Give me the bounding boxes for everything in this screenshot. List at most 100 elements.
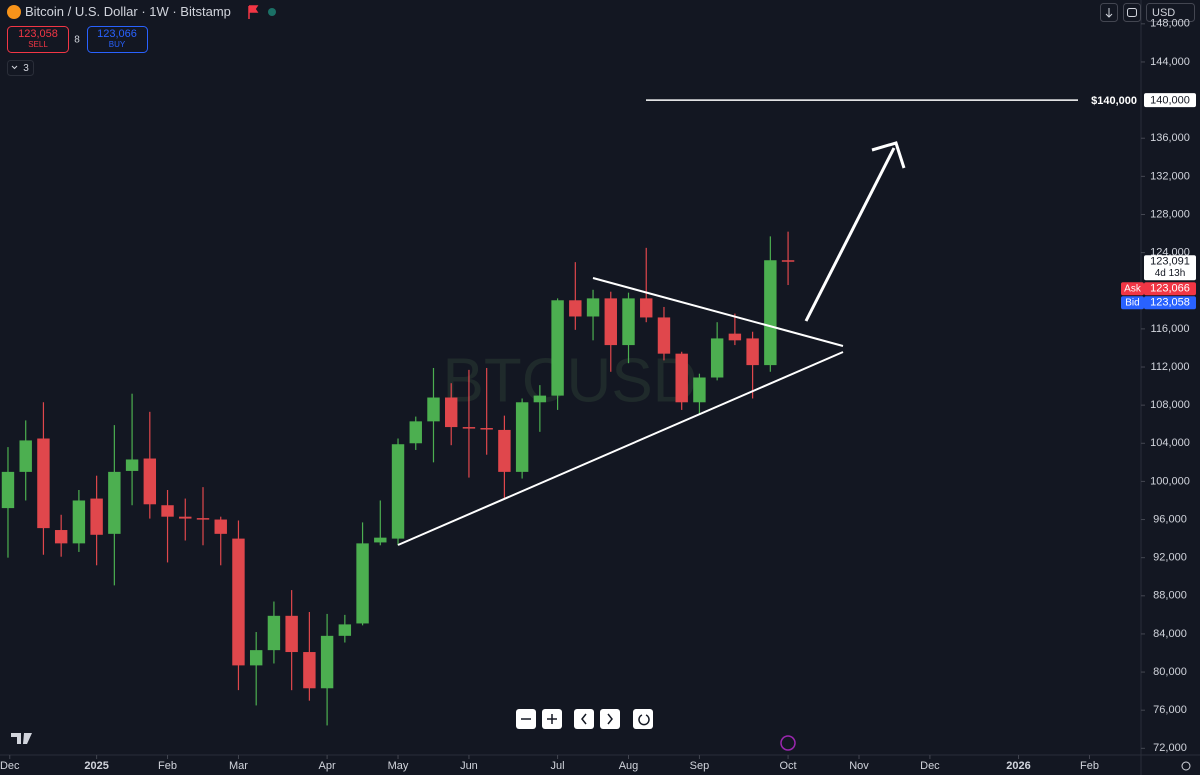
candle-body [498,429,511,472]
candle-body [586,298,600,317]
candle-body [781,260,795,262]
candle-body [143,458,157,505]
candle-body [551,300,564,396]
x-tick-label: Aug [619,760,639,772]
y-tick-label: 84,000 [1153,628,1187,640]
candle-body [1,471,15,509]
x-tick-label: Feb [1080,760,1099,772]
x-tick-label: 2026 [1006,760,1030,772]
y-tick-label: 92,000 [1153,552,1187,564]
scroll-right-button[interactable] [600,709,620,729]
countdown: 4d 13h [1155,268,1186,279]
x-tick-label: Oct [780,760,797,772]
fullscreen-button[interactable] [1123,3,1141,22]
x-tick-label: Nov [849,760,869,772]
candle-body [356,543,369,624]
x-tick-label: 2025 [84,760,108,772]
reset-icon [638,714,650,726]
ask-label: Ask [1124,283,1142,294]
bid-price: 123,058 [1150,297,1190,309]
y-tick-label: 100,000 [1150,475,1190,487]
ask-price-box [1144,282,1196,296]
candle-body [710,338,724,378]
left-icon [581,713,587,725]
currency-button[interactable] [1146,3,1195,22]
candle-body [214,519,227,534]
candles [1,231,795,726]
candle-body [303,652,316,689]
candle-body [232,538,245,666]
status-dot [268,8,276,16]
y-tick-label: 124,000 [1150,247,1190,259]
y-tick-label: 96,000 [1153,513,1187,525]
buy-price: 123,066 [97,28,137,40]
candle-body [640,298,653,318]
watermark: BTCUSD [443,346,698,415]
symbol-title: Bitcoin / U.S. Dollar · 1W · Bitstamp [25,4,231,19]
candle-body [320,635,334,689]
candle-body [374,537,387,543]
arrow-head [871,141,906,169]
chevron-icon [11,65,18,70]
event-icon[interactable] [780,735,796,751]
arrow-shaft [804,147,896,322]
indicators-toggle[interactable] [7,60,34,76]
candle-body [125,459,139,471]
sell-button[interactable] [7,26,69,53]
candle-body [657,317,671,354]
buy-label: BUY [109,40,126,49]
price-level-tag-label: 140,000 [1150,95,1190,107]
bid-label: Bid [1125,297,1139,308]
y-tick-label: 144,000 [1150,56,1190,68]
y-tick-label: 136,000 [1150,132,1190,144]
scroll-left-button[interactable] [574,709,594,729]
candle-body [409,421,422,444]
ask-label-box [1121,282,1144,296]
candle-body [445,397,458,428]
candle-body [693,377,706,403]
buy-button[interactable] [87,26,148,53]
y-tick-label: 72,000 [1153,742,1187,754]
settings-icon[interactable] [1181,761,1191,771]
x-tick-label: Mar [229,760,248,772]
x-tick-label: Dec [920,760,940,772]
x-tick-label: Sep [690,760,710,772]
candle-body [427,397,440,422]
y-tick-label: 104,000 [1150,437,1190,449]
download-icon [1105,8,1113,18]
candle-body [72,500,86,544]
x-tick-label: Dec [0,760,20,772]
y-tick-label: 132,000 [1150,170,1190,182]
candle-body [462,427,476,429]
candle-body [285,615,298,653]
candle-body [108,471,121,534]
trend-line-lower [397,351,844,546]
candle-body [515,402,529,472]
indicators-count: 3 [23,63,29,74]
candle-body [622,298,635,346]
candle-body [161,505,174,517]
flag-icon[interactable] [248,5,259,19]
trend-line-upper [592,277,844,347]
candle-body [533,395,547,403]
last-price-tag [1144,255,1196,281]
candle-body [196,518,210,520]
fullscreen-icon [1127,8,1137,17]
price-level-tag [1144,93,1196,108]
candle-body [675,353,688,403]
candle-body [391,444,405,539]
y-tick-label: 112,000 [1151,361,1190,373]
x-tick-label: Jun [460,760,478,772]
sell-price: 123,058 [18,28,58,40]
y-tick-label: 148,000 [1150,18,1190,30]
last-price: 123,091 [1150,256,1190,268]
candle-body [179,516,192,519]
candle-body [37,438,50,529]
y-tick-label: 88,000 [1153,590,1187,602]
candle-body [569,300,582,317]
reset-button[interactable] [633,709,653,729]
candle-body [249,650,263,666]
btc-icon [7,5,21,19]
